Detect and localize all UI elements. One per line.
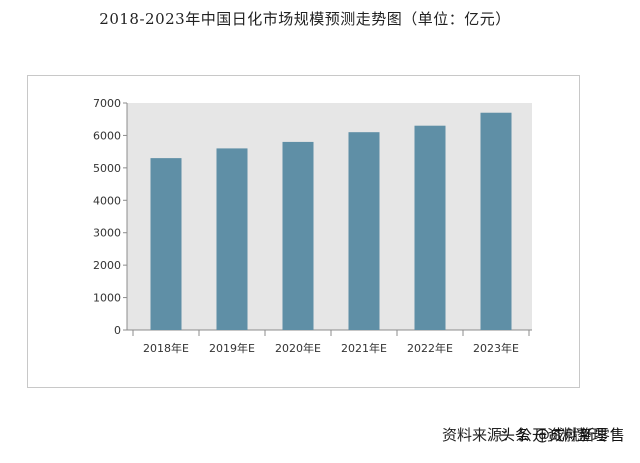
y-tick-label: 3000 (93, 227, 121, 240)
bar (480, 112, 512, 330)
bar (414, 125, 446, 330)
bar (150, 158, 182, 330)
x-tick-label: 2022年E (407, 341, 453, 355)
x-tick-label: 2023年E (473, 341, 519, 355)
y-tick-label: 1000 (93, 292, 121, 305)
y-tick-label: 6000 (93, 129, 121, 142)
x-tick-label: 2018年E (143, 341, 189, 355)
source-note: 资料来源：公开资料整理 (442, 426, 608, 444)
plot-area (127, 103, 532, 330)
y-tick-label: 7000 (93, 97, 121, 110)
chart-title: 2018-2023年中国日化市场规模预测走势图（单位：亿元） (99, 10, 511, 28)
bar (216, 148, 248, 330)
x-tick-label: 2021年E (341, 341, 387, 355)
x-tick-label: 2020年E (275, 341, 321, 355)
y-tick-label: 2000 (93, 259, 121, 272)
bar (282, 141, 314, 330)
watermark: 头条 @成就新零售 (500, 426, 625, 444)
y-tick-label: 5000 (93, 162, 121, 175)
x-tick-label: 2019年E (209, 341, 255, 355)
y-tick-label: 4000 (93, 194, 121, 207)
y-tick-label: 0 (114, 324, 121, 337)
bar (348, 132, 380, 330)
